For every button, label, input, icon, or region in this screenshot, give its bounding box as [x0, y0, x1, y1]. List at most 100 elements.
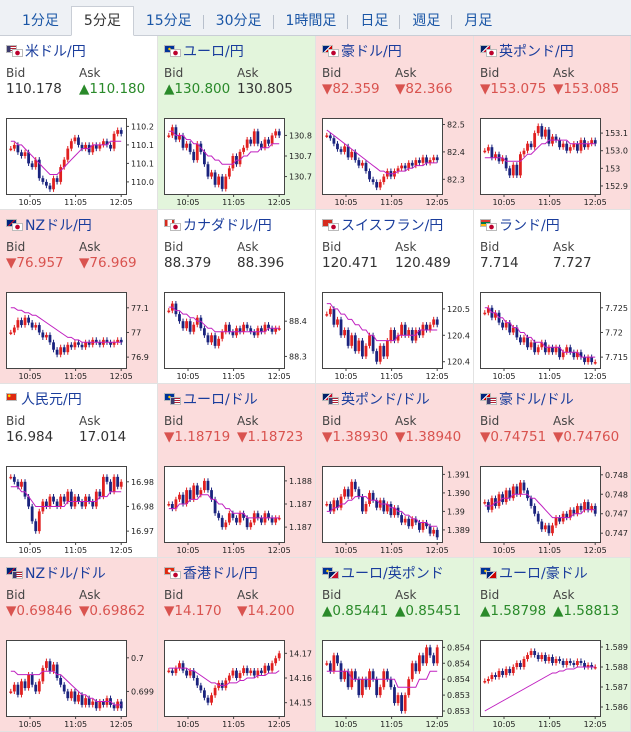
- pair-title[interactable]: ランド/円: [480, 216, 630, 234]
- pair-name[interactable]: 英ポンド/ドル: [341, 392, 430, 408]
- candle: [393, 687, 396, 704]
- price-chart[interactable]: 130.8 130.75 130.7 10:05 11:05 12:05: [164, 118, 312, 208]
- pair-name[interactable]: ユーロ/豪ドル: [499, 566, 588, 582]
- pair-name[interactable]: ユーロ/円: [183, 44, 244, 60]
- pair-title[interactable]: 人民元/円: [6, 390, 157, 408]
- pair-name[interactable]: ユーロ/英ポンド: [341, 566, 444, 582]
- candlestick-chart-svg: 153.1 153.05 153 152.95 10:05 11:05 12:05: [480, 118, 628, 207]
- y-tick-label: 82.4: [447, 148, 465, 157]
- rate-card[interactable]: 人民元/円 Bid Ask 16.984 17.014 16.985 16.98 16.975…: [0, 384, 158, 558]
- pair-title[interactable]: 米ドル/円: [6, 42, 157, 60]
- pair-name[interactable]: NZドル/円: [25, 218, 92, 234]
- price-chart[interactable]: 1.589 1.588 1.587 1.586 10:05 11:05 12:05: [480, 640, 628, 730]
- pair-name[interactable]: 香港ドル/円: [183, 566, 258, 582]
- price-chart[interactable]: 7.725 7.72 7.715 10:05 11:05 12:05: [480, 292, 628, 382]
- pair-name[interactable]: 豪ドル/ドル: [499, 392, 574, 408]
- rate-card[interactable]: カナダドル/円 Bid Ask 88.379 88.396 88.4 88.3 10:05 11…: [158, 210, 316, 384]
- candle: [242, 513, 245, 518]
- tab-5[interactable]: 日足: [348, 7, 401, 35]
- pair-title[interactable]: NZドル/ドル: [6, 564, 157, 582]
- rate-card[interactable]: 米ドル/円BidAsk110.178▲110.180110.2110.15110…: [0, 36, 158, 210]
- rate-card[interactable]: ユーロ/英ポンドBidAsk▲0.85441▲0.854510.85440.85…: [316, 558, 474, 732]
- candle: [586, 357, 590, 363]
- candle: [385, 504, 389, 512]
- candle: [245, 324, 249, 329]
- tab-3[interactable]: 30分足: [204, 7, 274, 35]
- rate-card[interactable]: ユーロ/ドルBidAsk▼1.18719▼1.187231.1881.18751…: [158, 384, 316, 558]
- rate-card[interactable]: 豪ドル/円 Bid Ask ▼82.359 ▼82.366 82.5 82.4 82.3 10:…: [316, 36, 474, 210]
- rate-card[interactable]: NZドル/円 Bid Ask ▼76.957 ▼76.969 77.1 77 76.9 10:0…: [0, 210, 158, 384]
- pair-title[interactable]: ユーロ/英ポンド: [322, 564, 473, 582]
- candle: [435, 319, 439, 325]
- price-chart[interactable]: 0.7485 0.748 0.7475 0.747 10:05 11:05 12:05: [480, 466, 628, 556]
- pair-name[interactable]: ユーロ/ドル: [183, 392, 258, 408]
- bid-ask-values: ▼0.69846 ▼0.69862: [6, 602, 157, 620]
- pair-title[interactable]: 香港ドル/円: [164, 564, 315, 582]
- pair-title[interactable]: スイスフラン/円: [322, 216, 473, 234]
- rate-card[interactable]: 英ポンド/円BidAsk▼153.075▼153.085153.1153.051…: [474, 36, 631, 210]
- candle: [565, 143, 569, 151]
- price-chart[interactable]: 0.8544 0.8542 0.854 0.8538 0.8536 10:05 11:05 1…: [322, 640, 470, 730]
- candle: [9, 332, 13, 334]
- pair-name[interactable]: NZドル/ドル: [25, 566, 106, 582]
- bid-number: 120.471: [322, 255, 378, 271]
- candle: [579, 661, 583, 663]
- tab-0[interactable]: 1分足: [22, 13, 59, 29]
- pair-title[interactable]: 豪ドル/円: [322, 42, 473, 60]
- tab-2[interactable]: 15分足: [134, 7, 204, 35]
- price-chart[interactable]: 88.4 88.3 10:05 11:05 12:05: [164, 292, 312, 382]
- pair-title[interactable]: 英ポンド/円: [480, 42, 630, 60]
- bid-value: ▲0.85441: [322, 602, 395, 620]
- price-chart[interactable]: 0.7 0.699 10:05 11:05 12:05: [6, 640, 154, 730]
- currency-flag-icon: [164, 219, 181, 231]
- price-chart[interactable]: 14.17 14.16 14.15 10:05 11:05 12:05: [164, 640, 312, 730]
- candle: [586, 502, 590, 510]
- price-chart[interactable]: 82.5 82.4 82.3 10:05 11:05 12:05: [322, 118, 470, 208]
- pair-title[interactable]: ユーロ/円: [164, 42, 315, 60]
- pair-name[interactable]: スイスフラン/円: [341, 218, 444, 234]
- price-chart[interactable]: 16.985 16.98 16.975 10:05 11:05 12:05: [6, 466, 154, 556]
- bid-ask-labels: Bid Ask: [6, 240, 157, 254]
- candle: [52, 664, 55, 672]
- bid-number: 88.379: [164, 255, 212, 271]
- candle: [252, 131, 256, 144]
- price-chart[interactable]: 110.2 110.15 110.1 110.05 10:05 11:05 12:05: [6, 118, 154, 208]
- rate-card[interactable]: ユーロ/円BidAsk▲130.800130.805130.8130.75130…: [158, 36, 316, 210]
- tab-7[interactable]: 月足: [464, 13, 493, 29]
- rate-card[interactable]: 香港ドル/円 Bid Ask ▼14.170 ▼14.200 14.17 14.16 14.1…: [158, 558, 316, 732]
- pair-name[interactable]: 英ポンド/円: [499, 44, 574, 60]
- rate-card[interactable]: NZドル/ドル Bid Ask ▼0.69846 ▼0.69862 0.7 0.699 10:…: [0, 558, 158, 732]
- candle: [346, 671, 350, 688]
- pair-title[interactable]: カナダドル/円: [164, 216, 315, 234]
- candle: [73, 342, 77, 348]
- rate-card[interactable]: ランド/円 Bid Ask 7.714 7.727 7.725 7.72 7.715 10:05…: [474, 210, 631, 384]
- tab-6[interactable]: 週足: [400, 7, 453, 35]
- rate-card[interactable]: 豪ドル/ドルBidAsk▼0.74751▼0.747600.74850.7480…: [474, 384, 631, 558]
- candle: [41, 178, 45, 182]
- price-chart[interactable]: 153.1 153.05 153 152.95 10:05 11:05 12:05: [480, 118, 628, 208]
- rate-card[interactable]: ユーロ/豪ドル Bid Ask ▲1.58798 ▲1.58813 1.589 1.588 1…: [474, 558, 631, 732]
- pair-name[interactable]: 米ドル/円: [25, 44, 86, 60]
- price-chart[interactable]: 1.188 1.1875 1.187 10:05 11:05 12:05: [164, 466, 312, 556]
- rate-card[interactable]: スイスフラン/円BidAsk120.471120.489120.5120.451…: [316, 210, 474, 384]
- pair-title[interactable]: ユーロ/ドル: [164, 390, 315, 408]
- pair-name[interactable]: 豪ドル/円: [341, 44, 402, 60]
- pair-name[interactable]: 人民元/円: [21, 392, 82, 408]
- tab-4[interactable]: 1時間足: [274, 7, 349, 35]
- pair-title[interactable]: ユーロ/豪ドル: [480, 564, 630, 582]
- price-chart[interactable]: 120.5 120.45 120.4 10:05 11:05 12:05: [322, 292, 470, 382]
- candle: [20, 481, 23, 487]
- pair-name[interactable]: カナダドル/円: [183, 218, 272, 234]
- down-arrow-icon: ▼: [553, 81, 564, 97]
- candle: [410, 162, 414, 166]
- pair-title[interactable]: 英ポンド/ドル: [322, 390, 473, 408]
- rate-card[interactable]: 英ポンド/ドルBidAsk▼1.38930▼1.389401.3911.3905…: [316, 384, 474, 558]
- candle: [210, 335, 213, 343]
- pair-name[interactable]: ランド/円: [499, 218, 560, 234]
- pair-title[interactable]: 豪ドル/ドル: [480, 390, 630, 408]
- price-chart[interactable]: 1.391 1.3905 1.39 1.3895 10:05 11:05 12:05: [322, 466, 470, 556]
- price-chart[interactable]: 77.1 77 76.9 10:05 11:05 12:05: [6, 292, 154, 382]
- tab-1[interactable]: 5分足: [70, 6, 134, 36]
- pair-title[interactable]: NZドル/円: [6, 216, 157, 234]
- candle: [238, 513, 242, 523]
